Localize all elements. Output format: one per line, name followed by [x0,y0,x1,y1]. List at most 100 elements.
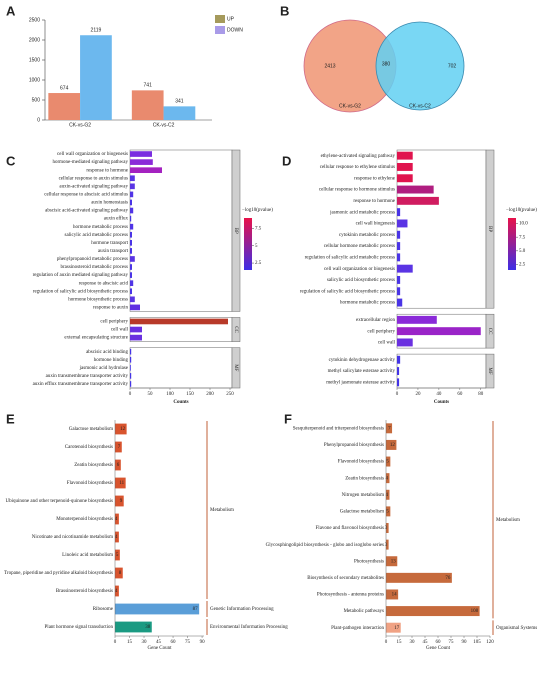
bar [130,199,132,206]
bar [130,348,132,355]
bar [397,338,413,347]
y-category-label: hormone transport [91,241,128,246]
y-category-label: cell wall biogenesis [356,222,395,227]
y-category-label: Sesquiterpenoid and triterpenoid biosynt… [293,426,384,431]
bar-value-label: 4 [385,476,388,481]
bar [130,239,132,246]
x-tick-label: 30 [410,640,416,645]
bar [130,288,132,295]
group-label: Metabolism [496,518,520,523]
x-tick-label: 0 [396,392,399,397]
bar [130,191,134,198]
bar [115,459,121,471]
bar [48,93,81,120]
x-tick-label: 40 [436,392,442,397]
colorbar [244,218,252,270]
x-tick-label: 250 [226,392,234,397]
bar-value-label: 4 [115,535,118,540]
bar-value-label: 741 [144,83,153,89]
bar [115,441,122,453]
bar [397,275,401,284]
x-axis-label: Counts [434,400,449,405]
bar [130,280,134,287]
y-category-label: Carotenoid biosynthesis [65,445,113,450]
colorbar-tick-label: 7.5 [255,227,262,232]
bar-value-label: 13 [391,559,397,564]
colorbar-tick-label: 7.5 [519,235,526,240]
bar [397,355,401,364]
bar [115,423,127,435]
bar-value-label: 14 [392,593,398,598]
facet-panel [396,149,487,309]
facet-label: CC [487,328,492,335]
x-tick-label: 50 [148,392,154,397]
y-category-label: jasmonic acid hydrolase [79,366,129,371]
y-category-label: Phenylpropanoid biosynthesis [324,443,384,448]
y-category-label: Tropane, piperidine and pyridine alkaloi… [4,571,113,576]
bar [386,506,391,517]
y-category-label: response to auxin [93,306,128,311]
y-category-label: Galactose metabolism [69,427,113,432]
bar [80,35,112,120]
y-category-label: Biosynthesis of secondary metabolites [307,576,384,581]
bar [386,423,393,434]
y-category-label: cellular response to hormone stimulus [319,188,395,193]
bar [397,367,400,376]
y-category-label: Plant-pathogen interaction [331,626,384,631]
venn-set-label: CK-vs-G2 [339,103,361,109]
y-category-label: Flavonoid biosynthesis [338,460,384,465]
bar [397,174,413,183]
bar [386,556,398,567]
panel-label: D [282,153,291,168]
facet-panel [129,347,233,389]
bar [115,549,120,561]
venn-count: 702 [448,63,457,69]
y-category-label: methyl jasmonate esterase activity [326,380,395,385]
bar-value-label: 4 [385,493,388,498]
bar-value-label: 2119 [91,28,102,34]
bar [130,248,132,254]
bar [397,185,434,194]
x-tick-label: 60 [171,640,177,645]
bar [397,242,401,251]
y-category-label: auxin homeostasis [91,201,128,206]
venn-set-label: CK-vs-C2 [409,103,431,109]
bar [130,326,142,333]
y-category-label: cell wall [111,328,129,333]
y-category-label: Nicotinate and nicotinamide metabolism [32,535,113,540]
bar [115,603,200,615]
y-category-label: Zeatin biosynthesis [74,463,113,468]
bar [386,489,390,500]
y-category-label: hormone metabolic process [73,225,128,230]
legend-label: DOWN [227,27,243,33]
bar [130,373,132,379]
bar [130,183,135,190]
bar [386,606,480,617]
y-category-label: external encapsulating structure [64,336,128,341]
y-category-label: Flavonoid biosynthesis [67,481,113,486]
facet-panel [396,353,487,389]
bar [130,296,135,303]
bar-value-label: 17 [394,626,400,631]
bar-value-label: 8 [119,571,122,576]
y-category-label: regulation of salicylic acid biosyntheti… [300,289,395,294]
legend-swatch [215,15,225,23]
group-label: Organismal Systems [496,626,537,631]
y-category-label: Glycosphingolipid biosynthesis - globo a… [266,543,384,548]
bar [397,327,481,336]
bar-value-label: 87 [193,607,199,612]
bar [386,523,389,533]
y-category-label: hormone-mediated signaling pathway [52,160,128,165]
x-tick-label: 45 [423,640,429,645]
y-category-label: auxin efflux [104,217,129,222]
x-tick-label: 200 [206,392,214,397]
bar-value-label: 5 [386,460,389,465]
bar [397,287,401,296]
group-label: Environmental Information Processing [210,625,288,630]
bar [130,318,228,325]
y-category-label: Photosynthesis [354,559,384,564]
x-tick-label: 0 [129,392,132,397]
y-category-label: brassinosteroid metabolic process [61,265,129,270]
bar-value-label: 7 [388,426,391,431]
bar-value-label: 76 [445,576,451,581]
